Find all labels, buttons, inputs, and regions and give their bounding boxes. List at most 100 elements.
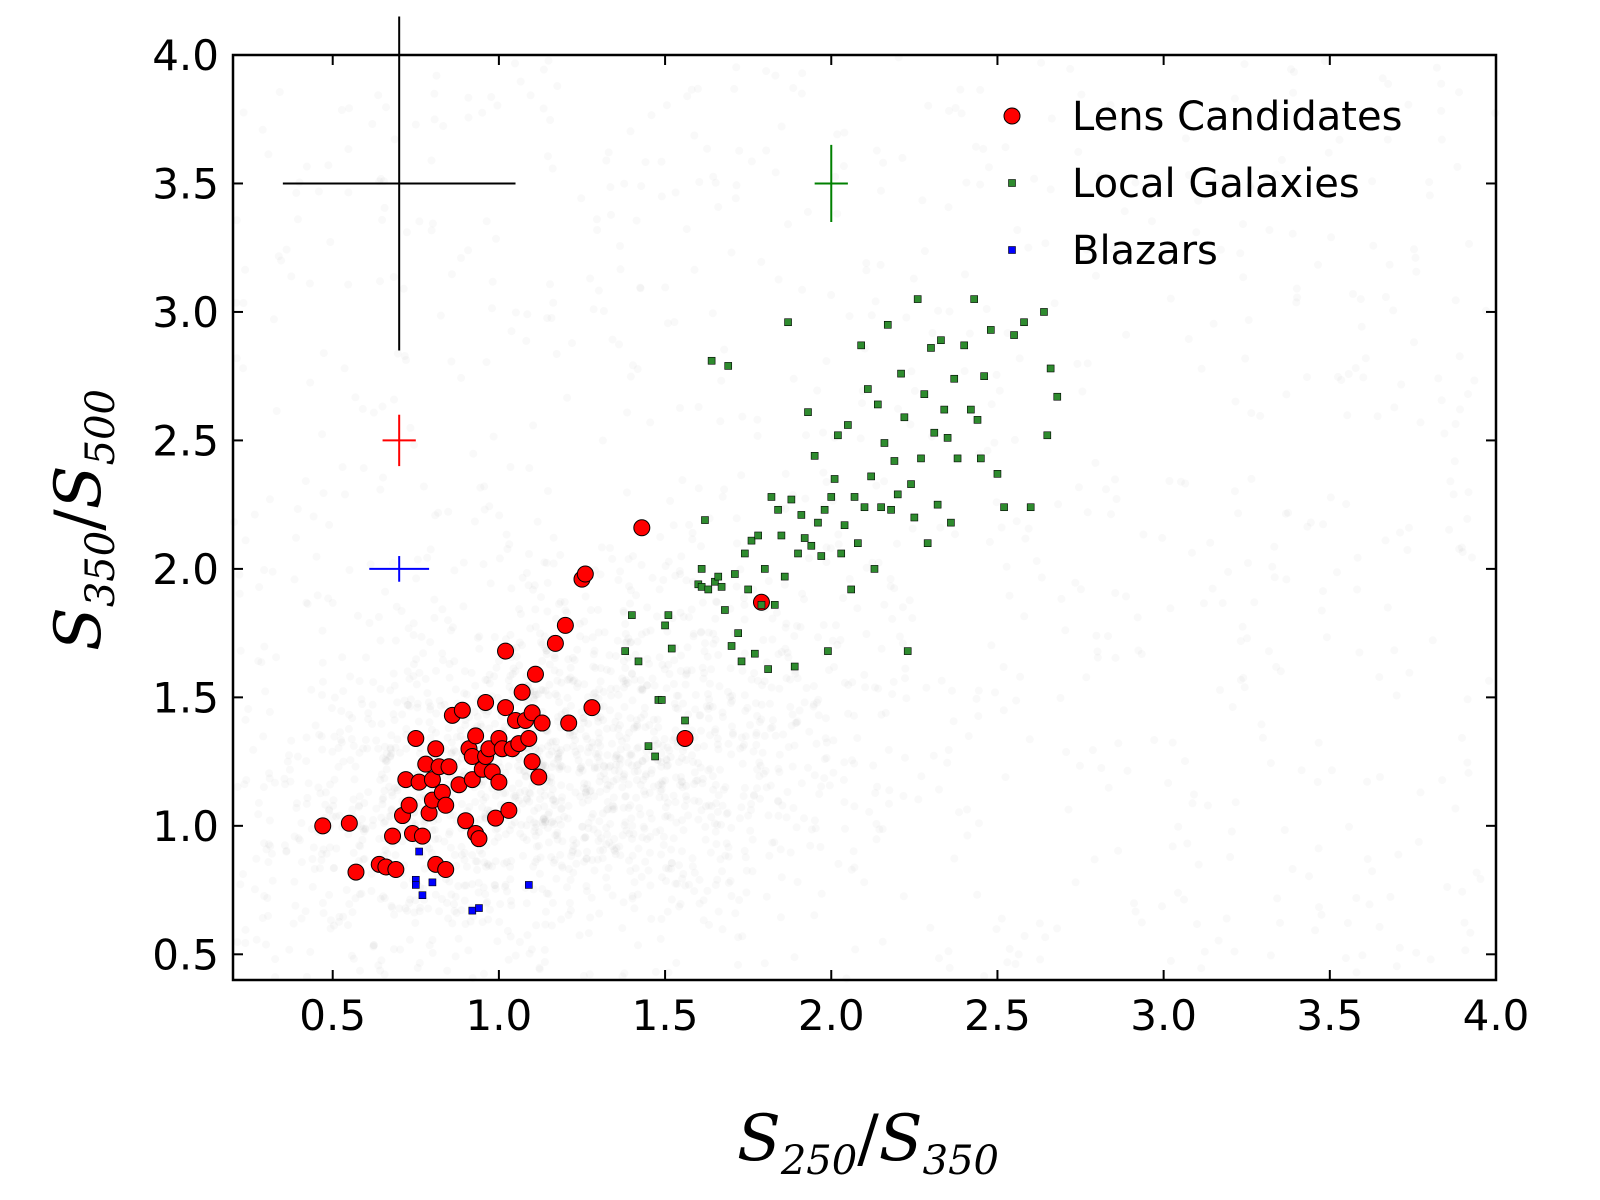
blazar-point — [468, 906, 477, 915]
cloud-point — [534, 841, 543, 850]
cloud-point — [485, 724, 494, 733]
cloud-point — [424, 698, 433, 707]
cloud-point — [724, 852, 733, 861]
cloud-point — [319, 677, 327, 686]
cloud-point — [282, 245, 291, 254]
cloud-point — [781, 469, 790, 478]
cloud-point — [1337, 376, 1346, 384]
cloud-point — [997, 914, 1006, 923]
cloud-point — [523, 310, 532, 319]
cloud-point — [501, 722, 509, 731]
cloud-point — [548, 817, 557, 826]
cloud-point — [538, 818, 547, 827]
cloud-point — [293, 752, 302, 761]
cloud-point — [438, 649, 447, 658]
cloud-point — [701, 802, 710, 811]
cloud-point — [1277, 155, 1286, 164]
cloud-point — [1111, 653, 1120, 662]
cloud-point — [1327, 233, 1336, 242]
cloud-point — [972, 694, 981, 703]
cloud-point — [1214, 936, 1223, 945]
cloud-point — [732, 582, 741, 591]
lens-candidate-point — [487, 809, 505, 827]
cloud-point — [774, 811, 783, 820]
cloud-point — [1166, 294, 1175, 303]
cloud-point — [889, 677, 898, 686]
cloud-point — [804, 763, 812, 772]
lens-candidate-point — [497, 699, 515, 717]
local-galaxy-point — [844, 421, 852, 429]
cloud-point — [593, 226, 602, 234]
cloud-point — [757, 700, 766, 709]
cloud-point — [602, 873, 611, 882]
cloud-point — [576, 725, 585, 734]
cloud-point — [539, 815, 548, 824]
cloud-point — [740, 615, 749, 624]
cloud-point — [554, 815, 563, 824]
cloud-point — [1096, 171, 1105, 180]
cloud-point — [355, 890, 364, 899]
cloud-point — [376, 775, 385, 784]
cloud-point — [625, 728, 633, 737]
cloud-point — [687, 85, 696, 94]
local-galaxy-point — [860, 503, 869, 512]
cloud-point — [502, 858, 511, 867]
cloud-point — [1166, 604, 1175, 613]
cloud-point — [598, 809, 607, 818]
cloud-point — [1281, 509, 1290, 518]
cloud-point — [817, 889, 826, 898]
cloud-point — [376, 966, 385, 975]
cloud-point — [564, 865, 573, 873]
cloud-point — [263, 894, 272, 902]
cloud-point — [626, 638, 635, 647]
cloud-point — [688, 751, 696, 760]
cloud-point — [607, 210, 615, 219]
local-galaxy-point — [980, 372, 988, 380]
cloud-point — [509, 664, 518, 673]
cloud-point — [1032, 557, 1041, 566]
cloud-point — [285, 751, 293, 760]
cloud-point — [677, 651, 685, 660]
cloud-point — [302, 598, 311, 607]
cloud-point — [662, 864, 670, 872]
blazar-point — [418, 891, 427, 900]
cloud-point — [403, 701, 412, 709]
cloud-point — [573, 683, 582, 692]
cloud-point — [262, 845, 271, 854]
cloud-point — [545, 680, 554, 689]
cloud-point — [354, 857, 363, 866]
cloud-point — [682, 671, 690, 679]
cloud-point — [699, 674, 708, 683]
local-galaxy-point — [1026, 503, 1035, 512]
cloud-point — [1392, 962, 1401, 971]
cloud-point — [1122, 330, 1131, 339]
cloud-point — [594, 728, 603, 737]
lens-candidate-point — [384, 827, 402, 845]
cloud-point — [478, 849, 487, 858]
cloud-point — [355, 792, 364, 801]
cloud-point — [833, 130, 842, 139]
cloud-point — [664, 968, 673, 977]
cloud-point — [428, 219, 437, 228]
cloud-point — [664, 864, 673, 873]
cloud-point — [790, 953, 799, 962]
cloud-point — [503, 887, 511, 896]
cloud-point — [514, 779, 523, 788]
cloud-point — [547, 778, 556, 787]
cloud-point — [287, 272, 296, 281]
cloud-point — [765, 699, 774, 708]
local-galaxy-point — [714, 572, 723, 581]
cloud-point — [393, 698, 402, 707]
cloud-point — [633, 767, 642, 776]
cloud-point — [602, 840, 611, 849]
local-galaxy-point — [810, 452, 819, 460]
cloud-point — [704, 714, 713, 723]
cloud-point — [720, 485, 729, 494]
cloud-point — [575, 931, 584, 940]
cloud-point — [1001, 773, 1010, 782]
cloud-point — [381, 755, 390, 764]
cloud-point — [1385, 260, 1394, 269]
cloud-point — [699, 916, 708, 925]
local-galaxy-point — [697, 565, 706, 573]
cloud-point — [669, 791, 678, 800]
